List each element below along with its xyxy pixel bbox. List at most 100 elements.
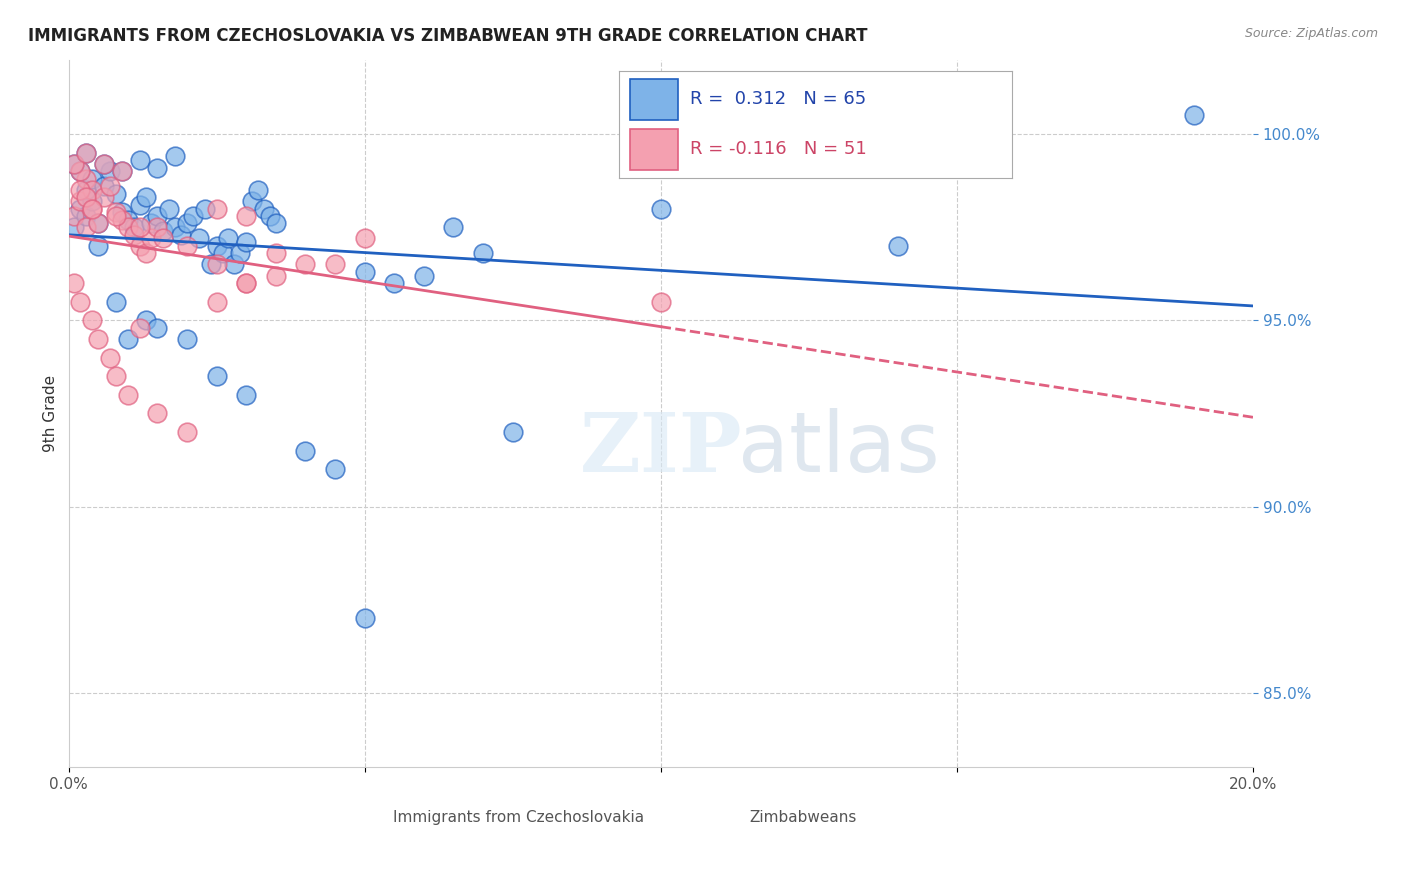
Point bbox=[135, 313, 157, 327]
Bar bbox=[630, 129, 678, 169]
Point bbox=[205, 239, 228, 253]
Point bbox=[200, 257, 222, 271]
Point bbox=[75, 145, 97, 160]
Point bbox=[294, 443, 316, 458]
Point bbox=[63, 209, 86, 223]
Point bbox=[75, 171, 97, 186]
Point bbox=[353, 265, 375, 279]
Point bbox=[98, 351, 121, 365]
Point bbox=[75, 145, 97, 160]
Point bbox=[122, 227, 145, 242]
Point bbox=[176, 239, 198, 253]
Point bbox=[264, 246, 287, 260]
Point bbox=[412, 268, 434, 283]
Point bbox=[69, 183, 91, 197]
Point bbox=[152, 231, 174, 245]
Bar bbox=[630, 78, 678, 120]
Point bbox=[235, 235, 257, 249]
Point bbox=[205, 202, 228, 216]
Text: ZIP: ZIP bbox=[579, 409, 742, 489]
Point bbox=[75, 220, 97, 235]
Y-axis label: 9th Grade: 9th Grade bbox=[44, 375, 58, 452]
Point bbox=[146, 406, 169, 420]
Point bbox=[152, 224, 174, 238]
Text: IMMIGRANTS FROM CZECHOSLOVAKIA VS ZIMBABWEAN 9TH GRADE CORRELATION CHART: IMMIGRANTS FROM CZECHOSLOVAKIA VS ZIMBAB… bbox=[28, 27, 868, 45]
Point bbox=[176, 332, 198, 346]
Point bbox=[247, 183, 270, 197]
Point bbox=[69, 194, 91, 208]
Point bbox=[187, 231, 209, 245]
Point bbox=[82, 183, 104, 197]
Point bbox=[146, 161, 169, 175]
Text: atlas: atlas bbox=[738, 409, 939, 490]
Point bbox=[98, 179, 121, 194]
Point bbox=[217, 231, 239, 245]
Point bbox=[181, 209, 204, 223]
Point bbox=[128, 320, 150, 334]
Point bbox=[502, 425, 524, 439]
Point bbox=[170, 227, 193, 242]
Point bbox=[235, 388, 257, 402]
Point bbox=[382, 276, 405, 290]
Point bbox=[82, 202, 104, 216]
Point bbox=[75, 209, 97, 223]
Point bbox=[117, 220, 139, 235]
Point bbox=[135, 190, 157, 204]
Point bbox=[886, 239, 908, 253]
Point bbox=[82, 171, 104, 186]
Point bbox=[229, 246, 252, 260]
Point bbox=[146, 220, 169, 235]
Point bbox=[264, 268, 287, 283]
Point bbox=[141, 231, 163, 245]
Point bbox=[235, 276, 257, 290]
Point bbox=[117, 212, 139, 227]
Point bbox=[69, 164, 91, 178]
Point bbox=[117, 332, 139, 346]
Point bbox=[353, 611, 375, 625]
Point bbox=[75, 183, 97, 197]
Point bbox=[264, 217, 287, 231]
Point bbox=[75, 190, 97, 204]
Point bbox=[128, 239, 150, 253]
Text: R = -0.116   N = 51: R = -0.116 N = 51 bbox=[689, 141, 866, 159]
Point bbox=[111, 164, 134, 178]
Point bbox=[93, 157, 115, 171]
Text: Source: ZipAtlas.com: Source: ZipAtlas.com bbox=[1244, 27, 1378, 40]
Point bbox=[82, 194, 104, 208]
FancyBboxPatch shape bbox=[342, 803, 371, 821]
Point bbox=[146, 209, 169, 223]
FancyBboxPatch shape bbox=[666, 803, 696, 821]
Point bbox=[205, 294, 228, 309]
Point bbox=[93, 157, 115, 171]
Point bbox=[259, 209, 281, 223]
Point bbox=[111, 164, 134, 178]
Point bbox=[650, 202, 672, 216]
Point bbox=[294, 257, 316, 271]
Point bbox=[240, 194, 263, 208]
Point bbox=[650, 294, 672, 309]
Point bbox=[87, 217, 110, 231]
Point bbox=[104, 205, 127, 219]
Point bbox=[176, 425, 198, 439]
Point bbox=[104, 369, 127, 384]
Point bbox=[82, 202, 104, 216]
Point bbox=[104, 294, 127, 309]
Point bbox=[253, 202, 276, 216]
Point bbox=[128, 220, 150, 235]
Point bbox=[69, 202, 91, 216]
Point bbox=[194, 202, 217, 216]
Point bbox=[104, 209, 127, 223]
Point bbox=[205, 369, 228, 384]
Point bbox=[87, 239, 110, 253]
Point bbox=[98, 164, 121, 178]
Point bbox=[93, 179, 115, 194]
Point bbox=[472, 246, 495, 260]
Point bbox=[63, 220, 86, 235]
Point bbox=[165, 149, 187, 163]
Point bbox=[135, 246, 157, 260]
Point bbox=[224, 257, 246, 271]
Text: Immigrants from Czechoslovakia: Immigrants from Czechoslovakia bbox=[394, 810, 644, 825]
Point bbox=[353, 231, 375, 245]
Point bbox=[111, 205, 134, 219]
Point bbox=[176, 217, 198, 231]
